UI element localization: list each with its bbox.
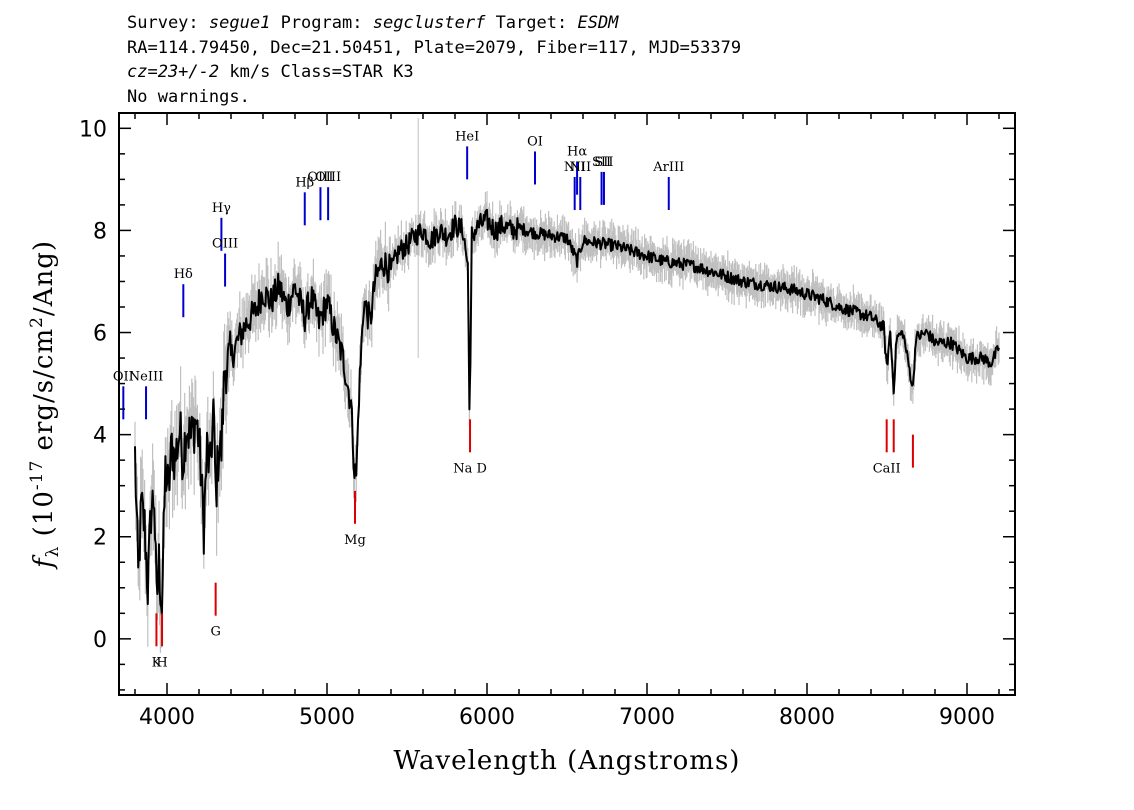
header-line-coordinates: RA=114.79450, Dec=21.50451, Plate=2079, … xyxy=(127,37,742,58)
header-line-warnings: No warnings. xyxy=(127,86,250,107)
y-tick-label: 4 xyxy=(93,424,107,449)
y-tick-label: 6 xyxy=(93,322,107,347)
x-tick-label: 9000 xyxy=(939,705,995,730)
header-line-survey: Survey: segue1 Program: segclusterf Targ… xyxy=(127,11,741,36)
emission-line-label: NeIII xyxy=(129,369,163,384)
survey-value: segue1 xyxy=(208,13,271,33)
target-label: Target: xyxy=(495,13,568,33)
emission-line-label: OIII xyxy=(212,237,238,252)
absorption-line-label: K xyxy=(152,655,162,670)
header-line-redshift: cz=23+/-2 km/s Class=STAR K3 xyxy=(127,60,741,85)
class-value: km/s Class=STAR K3 xyxy=(219,62,414,82)
plot-area xyxy=(134,118,1000,653)
x-tick-label: 4000 xyxy=(139,705,195,730)
x-tick-label: 7000 xyxy=(619,705,675,730)
program-value: segclusterf xyxy=(372,13,486,33)
survey-label: Survey: xyxy=(127,13,199,33)
emission-line-label: Hγ xyxy=(212,201,231,216)
emission-line-label: HeI xyxy=(455,129,479,144)
emission-line-label: Hβ xyxy=(295,175,314,190)
x-axis-title: Wavelength (Angstroms) xyxy=(394,746,741,776)
cz-value: cz=23+/-2 xyxy=(127,62,220,82)
spectrum-header: Survey: segue1 Program: segclusterf Targ… xyxy=(127,11,741,109)
axis-ticks: 4000 5000 6000 7000 8000 9000 0 2 4 6 8 10 xyxy=(79,113,1015,730)
emission-line-label: SII xyxy=(594,155,613,170)
emission-line-label: OI xyxy=(527,134,543,149)
target-value: ESDM xyxy=(577,13,619,33)
program-label: Program: xyxy=(280,13,363,33)
error-band xyxy=(134,191,1000,653)
y-axis-title: fλ (10-17 erg/s/cm2/Ang) xyxy=(27,240,63,570)
absorption-line-label: CaII xyxy=(873,461,901,476)
x-tick-label: 5000 xyxy=(299,705,355,730)
absorption-line-label: H xyxy=(156,655,167,670)
emission-line-label: Hα xyxy=(567,145,587,160)
emission-line-label: SII xyxy=(592,155,611,170)
x-tick-label: 6000 xyxy=(459,705,515,730)
absorption-line-label: Mg xyxy=(344,533,366,548)
emission-line-label: OIII xyxy=(315,170,341,185)
y-tick-label: 2 xyxy=(93,526,107,551)
plot-frame xyxy=(118,112,1016,696)
y-tick-label: 8 xyxy=(93,219,107,244)
y-tick-label: 0 xyxy=(93,628,107,653)
flux-series-line xyxy=(134,208,1000,617)
x-tick-label: 8000 xyxy=(779,705,835,730)
y-tick-label: 10 xyxy=(79,117,107,142)
absorption-line-label: G xyxy=(210,625,220,640)
absorption-line-label: Na D xyxy=(453,461,487,476)
emission-line-label: NII xyxy=(569,160,591,175)
emission-line-label: Hδ xyxy=(174,267,193,282)
emission-line-label: ArIII xyxy=(652,160,684,175)
emission-line-label: OIII xyxy=(307,170,333,185)
emission-line-label: NII xyxy=(564,160,586,175)
